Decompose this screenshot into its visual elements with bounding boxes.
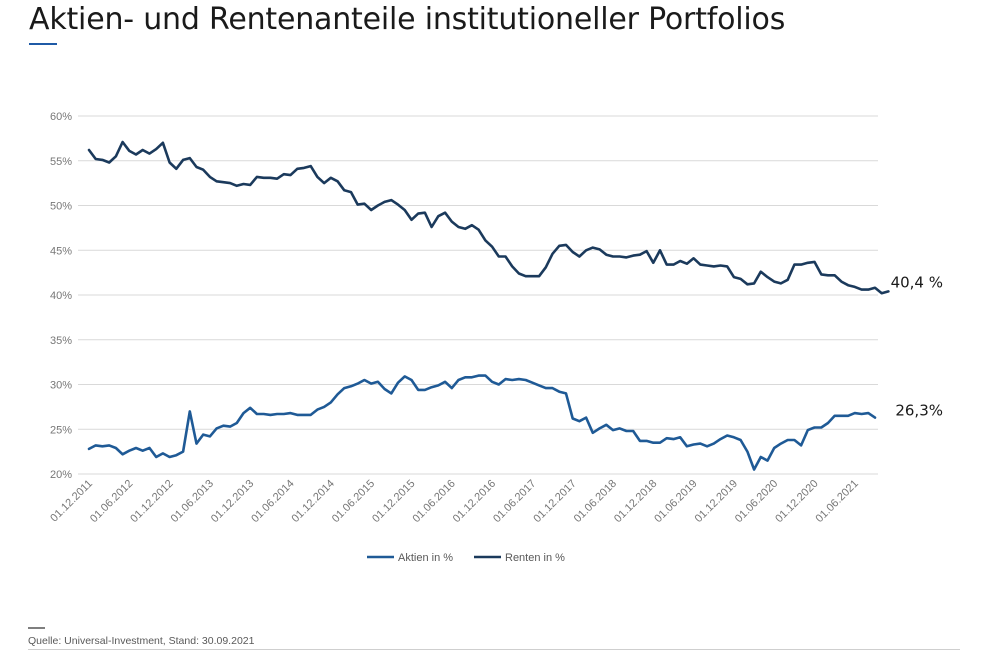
y-tick-label: 40%: [50, 290, 72, 302]
source-note: Quelle: Universal-Investment, Stand: 30.…: [28, 635, 255, 647]
x-tick-label: 01.06.2021: [814, 478, 861, 525]
y-tick-label: 20%: [50, 469, 72, 481]
y-tick-label: 35%: [50, 335, 72, 347]
y-axis: 60% 55% 50% 45% 40% 35% 30% 25% 20%: [50, 111, 72, 481]
legend-label: Renten in %: [505, 552, 565, 564]
y-tick-label: 30%: [50, 380, 72, 392]
legend: Aktien in % Renten in %: [367, 552, 565, 564]
y-tick-label: 55%: [50, 156, 72, 168]
x-axis: 01.12.201101.06.201201.12.201201.06.2013…: [48, 478, 861, 525]
source-accent-rule: [28, 627, 45, 629]
end-labels: 26,3% 40,4 %: [891, 273, 943, 419]
chart-title: Aktien- und Rentenanteile institutionell…: [29, 2, 786, 37]
y-tick-label: 50%: [50, 201, 72, 213]
y-tick-label: 60%: [50, 111, 72, 123]
series-line-aktien: [87, 374, 877, 471]
legend-label: Aktien in %: [398, 552, 453, 564]
end-label-aktien: 26,3%: [895, 402, 943, 420]
y-tick-label: 45%: [50, 245, 72, 257]
series-line-renten: [87, 140, 890, 295]
grid-lines: [78, 115, 878, 475]
end-label-renten: 40,4 %: [891, 273, 943, 291]
y-tick-label: 25%: [50, 424, 72, 436]
title-accent-rule: [29, 43, 57, 45]
series-lines: [87, 140, 890, 471]
bottom-divider: [28, 649, 960, 650]
